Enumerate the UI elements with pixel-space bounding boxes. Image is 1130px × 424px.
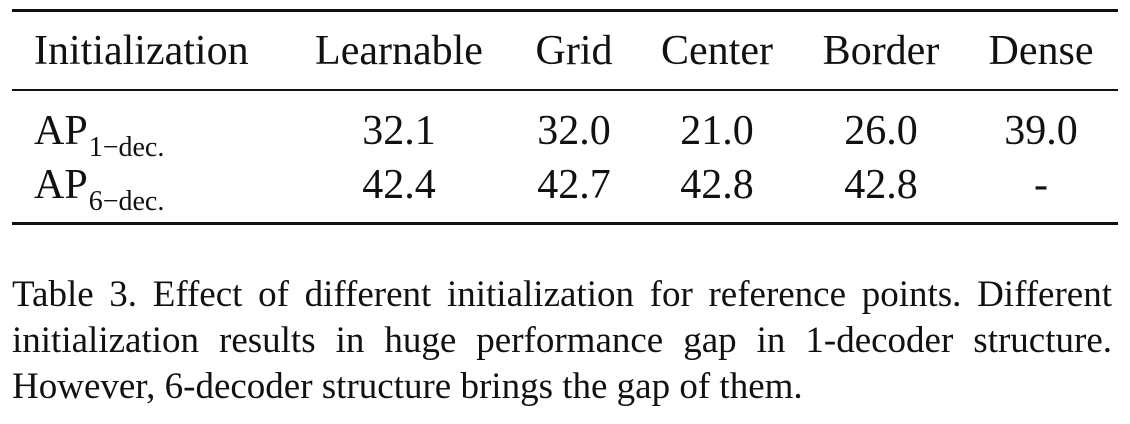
cell-border-6dec: 42.8 xyxy=(844,162,918,208)
header-learnable: Learnable xyxy=(315,28,483,74)
cell-center-6dec: 42.8 xyxy=(680,162,754,208)
header-initialization: Initialization xyxy=(34,28,249,74)
table-caption: Table 3. Effect of different initializat… xyxy=(12,274,1112,407)
cell-learnable-6dec: 42.4 xyxy=(362,162,436,208)
cell-grid-1dec: 32.0 xyxy=(537,108,611,154)
header-center: Center xyxy=(661,28,773,74)
header-dense: Dense xyxy=(988,28,1094,74)
metric-name: AP xyxy=(34,108,88,154)
metric-name: AP xyxy=(34,162,88,208)
table-bottom-rule xyxy=(12,222,1118,225)
table-header-rule xyxy=(12,89,1118,91)
header-grid: Grid xyxy=(535,28,613,74)
metric-subscript: 1−dec. xyxy=(88,132,165,163)
header-border: Border xyxy=(822,28,940,74)
cell-dense-1dec: 39.0 xyxy=(1004,108,1078,154)
row-label-ap-1-dec: AP1−dec. xyxy=(34,108,164,162)
cell-grid-6dec: 42.7 xyxy=(537,162,611,208)
cell-dense-6dec: - xyxy=(1034,162,1048,208)
cell-border-1dec: 26.0 xyxy=(844,108,918,154)
cell-learnable-1dec: 32.1 xyxy=(362,108,436,154)
cell-center-1dec: 21.0 xyxy=(680,108,754,154)
table-top-rule xyxy=(12,9,1118,12)
metric-subscript: 6−dec. xyxy=(88,186,165,217)
row-label-ap-6-dec: AP6−dec. xyxy=(34,162,164,216)
